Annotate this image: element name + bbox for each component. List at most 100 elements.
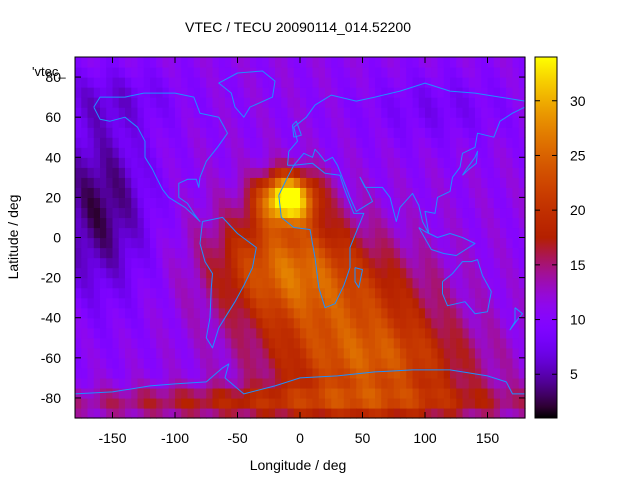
heatmap-cell — [262, 207, 270, 219]
heatmap-cell — [412, 327, 420, 339]
heatmap-cell — [512, 327, 520, 339]
x-tick-label: -150 — [98, 430, 126, 446]
heatmap-cell — [331, 57, 339, 68]
heatmap-cell — [75, 347, 82, 359]
heatmap-cell — [350, 137, 357, 148]
heatmap-cell — [412, 107, 420, 118]
heatmap-cell — [156, 77, 164, 88]
heatmap-cell — [500, 247, 507, 259]
heatmap-cell — [250, 107, 257, 118]
heatmap-cell — [418, 407, 426, 419]
heatmap-cell — [431, 57, 439, 68]
heatmap-cell — [262, 247, 270, 259]
heatmap-cell — [312, 107, 320, 118]
heatmap-cell — [362, 177, 370, 188]
heatmap-cell — [350, 377, 357, 389]
heatmap-cell — [81, 177, 89, 188]
heatmap-cell — [168, 307, 176, 319]
heatmap-cell — [137, 147, 145, 158]
heatmap-cell — [168, 367, 176, 379]
heatmap-cell — [112, 97, 120, 108]
heatmap-cell — [212, 357, 220, 369]
heatmap-cell — [181, 157, 189, 168]
heatmap-cell — [293, 257, 301, 269]
heatmap-cell — [350, 87, 357, 98]
heatmap-cell — [356, 397, 364, 409]
heatmap-cell — [125, 317, 132, 329]
heatmap-cell — [512, 67, 520, 78]
heatmap-cell — [506, 117, 514, 128]
heatmap-cell — [193, 157, 201, 168]
heatmap-cell — [481, 187, 489, 198]
heatmap-cell — [218, 287, 226, 299]
heatmap-cell — [275, 117, 282, 128]
heatmap-cell — [381, 227, 389, 239]
heatmap-cell — [300, 197, 307, 209]
heatmap-cell — [512, 307, 520, 319]
heatmap-cell — [150, 207, 157, 219]
heatmap-cell — [337, 57, 345, 68]
heatmap-cell — [381, 117, 389, 128]
heatmap-cell — [412, 267, 420, 279]
heatmap-cell — [143, 367, 151, 379]
heatmap-cell — [175, 357, 182, 369]
heatmap-cell — [475, 107, 482, 118]
heatmap-cell — [181, 247, 189, 259]
heatmap-cell — [118, 287, 126, 299]
heatmap-cell — [400, 397, 407, 409]
heatmap-cell — [425, 177, 432, 188]
heatmap-cell — [412, 127, 420, 138]
heatmap-cell — [387, 167, 395, 178]
heatmap-cell — [168, 387, 176, 399]
heatmap-cell — [175, 277, 182, 289]
heatmap-cell — [162, 57, 170, 68]
heatmap-cell — [387, 187, 395, 198]
heatmap-cell — [400, 367, 407, 379]
heatmap-cell — [425, 307, 432, 319]
heatmap-cell — [406, 317, 414, 329]
heatmap-cell — [487, 317, 495, 329]
heatmap-cell — [437, 157, 445, 168]
heatmap-cell — [450, 107, 457, 118]
heatmap-cell — [268, 307, 276, 319]
heatmap-cell — [493, 117, 501, 128]
heatmap-cell — [393, 107, 401, 118]
heatmap-cell — [168, 217, 176, 229]
heatmap-cell — [506, 357, 514, 369]
heatmap-cell — [168, 167, 176, 178]
heatmap-cell — [181, 317, 189, 329]
heatmap-cell — [262, 117, 270, 128]
heatmap-cell — [275, 377, 282, 389]
heatmap-cell — [512, 257, 520, 269]
heatmap-cell — [375, 367, 382, 379]
heatmap-cell — [368, 107, 376, 118]
heatmap-cell — [287, 327, 295, 339]
heatmap-cell — [375, 407, 382, 419]
heatmap-cell — [387, 67, 395, 78]
heatmap-cell — [400, 167, 407, 178]
heatmap-cell — [412, 217, 420, 229]
heatmap-cell — [487, 407, 495, 419]
heatmap-cell — [243, 117, 251, 128]
heatmap-cell — [431, 387, 439, 399]
heatmap-cell — [231, 307, 239, 319]
heatmap-cell — [456, 187, 464, 198]
coastline-australia — [442, 259, 492, 315]
x-tick-label: 100 — [413, 430, 437, 446]
heatmap-cell — [75, 97, 82, 108]
heatmap-cell — [431, 357, 439, 369]
heatmap-cell — [131, 277, 139, 289]
heatmap-cell — [475, 127, 482, 138]
heatmap-cell — [337, 347, 345, 359]
heatmap-cell — [437, 337, 445, 349]
heatmap-cell — [200, 107, 207, 118]
heatmap-cell — [350, 167, 357, 178]
heatmap-cell — [306, 67, 314, 78]
heatmap-cell — [262, 327, 270, 339]
heatmap-cell — [112, 77, 120, 88]
heatmap-cell — [356, 87, 364, 98]
heatmap-cell — [456, 107, 464, 118]
heatmap-cell — [425, 357, 432, 369]
heatmap-cell — [387, 147, 395, 158]
heatmap-cell — [443, 387, 451, 399]
